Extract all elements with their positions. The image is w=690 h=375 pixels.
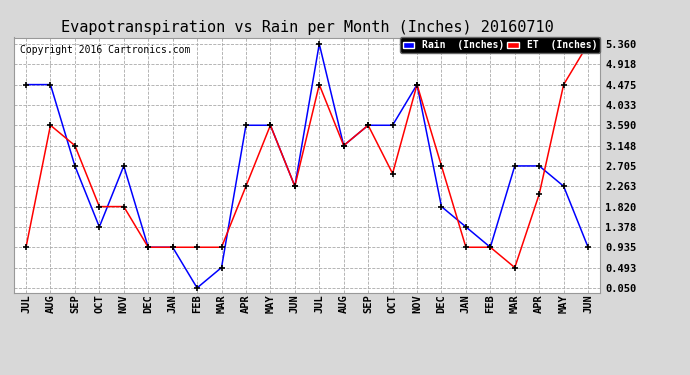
- Legend: Rain  (Inches), ET  (Inches): Rain (Inches), ET (Inches): [400, 38, 600, 53]
- Text: Copyright 2016 Cartronics.com: Copyright 2016 Cartronics.com: [19, 45, 190, 55]
- Title: Evapotranspiration vs Rain per Month (Inches) 20160710: Evapotranspiration vs Rain per Month (In…: [61, 20, 553, 35]
